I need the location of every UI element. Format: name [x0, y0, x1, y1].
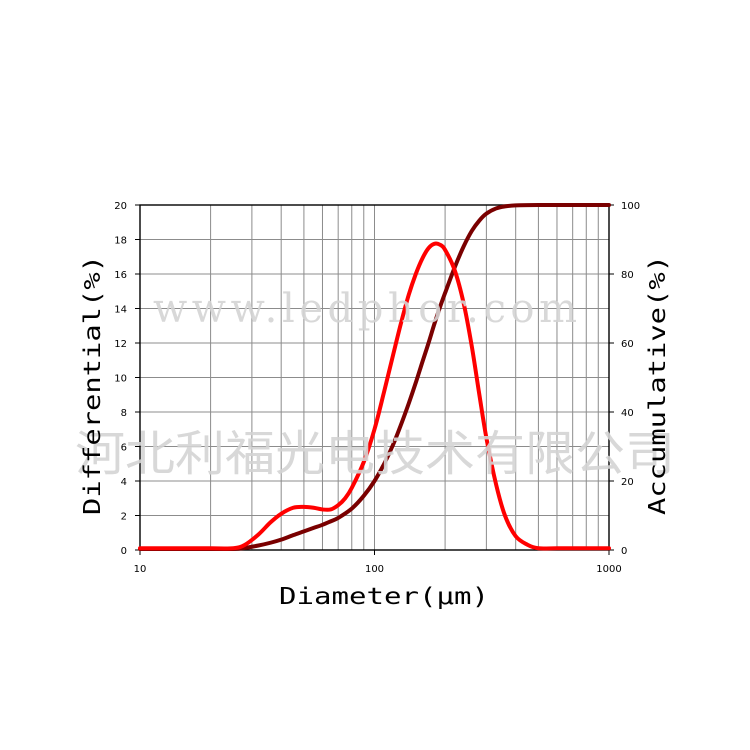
y-tick-label-left: 18 [114, 236, 127, 247]
series-line-accumulative [138, 202, 611, 552]
x-axis-title: Diameter(μm) [279, 584, 489, 610]
y-tick-label-left: 16 [114, 270, 127, 281]
watermark: www.ledphor.com 河北利福光电技术有限公司 [75, 286, 675, 482]
watermark-url: www.ledphor.com [153, 286, 583, 332]
y-tick-label-left: 20 [114, 201, 127, 212]
y-axis-left-title: Differential(%) [80, 255, 106, 515]
y-tick-label-left: 2 [121, 512, 127, 523]
y-tick-label-left: 8 [121, 408, 127, 419]
x-tick-label: 10 [134, 564, 147, 575]
tick-labels: 0 2 4 6 8 10 12 14 16 18 20 0 20 40 60 80 100 10 100 1000 [114, 201, 640, 575]
grid-lines [140, 205, 609, 550]
series-line-differential [138, 241, 611, 551]
y-tick-label-left: 12 [114, 339, 127, 350]
y-tick-label-right: 80 [621, 270, 634, 281]
y-tick-label-right: 40 [621, 408, 634, 419]
y-tick-label-left: 14 [114, 305, 127, 316]
y-tick-label-right: 20 [621, 477, 634, 488]
x-tick-label: 100 [365, 564, 384, 575]
x-tick-label: 1000 [596, 564, 621, 575]
watermark-company: 河北利福光电技术有限公司 [75, 426, 675, 482]
y-tick-label-left: 4 [121, 477, 127, 488]
y-tick-label-left: 6 [121, 443, 127, 454]
y-tick-label-right: 60 [621, 339, 634, 350]
y-tick-label-left: 10 [114, 374, 127, 385]
y-axis-right-title: Accumulative(%) [645, 255, 671, 515]
y-tick-label-right: 100 [621, 201, 640, 212]
y-tick-label-left: 0 [121, 546, 127, 557]
y-tick-label-right: 0 [621, 546, 627, 557]
plot-frame [135, 204, 614, 555]
data-series [138, 202, 611, 552]
